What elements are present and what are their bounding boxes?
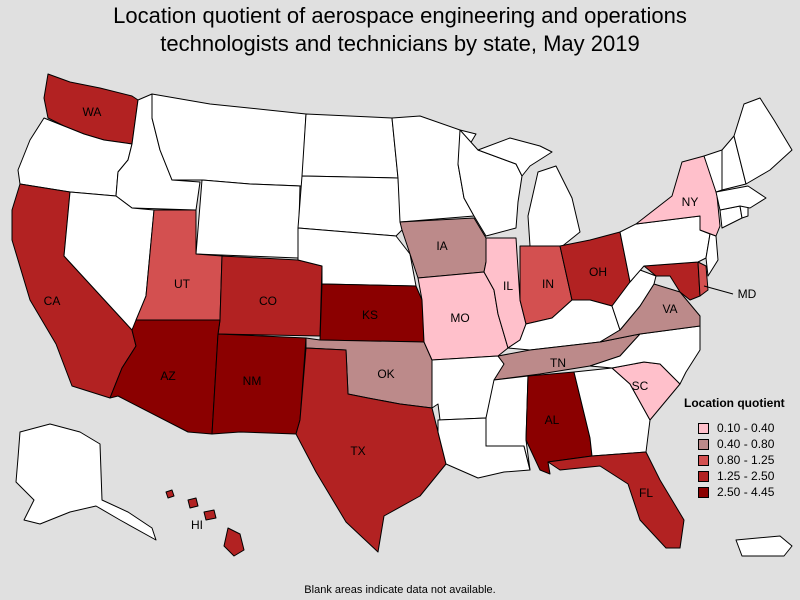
state-hi[interactable] xyxy=(165,489,245,557)
label-ks: KS xyxy=(362,308,378,322)
label-co: CO xyxy=(259,294,277,308)
label-nm: NM xyxy=(243,374,262,388)
state-mi-upper[interactable] xyxy=(477,137,553,177)
md-leader-line xyxy=(703,285,734,295)
state-tx[interactable] xyxy=(295,347,447,553)
state-mi[interactable] xyxy=(527,165,581,249)
label-wa: WA xyxy=(83,105,102,119)
legend-label: 2.50 - 4.45 xyxy=(717,485,775,499)
map-title-line-1: Location quotient of aerospace engineeri… xyxy=(113,3,687,28)
legend-swatch xyxy=(698,422,709,434)
label-mo: MO xyxy=(450,311,469,325)
label-il: IL xyxy=(503,279,513,293)
map-title: Location quotient of aerospace engineeri… xyxy=(0,2,800,58)
state-wy[interactable] xyxy=(195,179,301,259)
legend-label: 1.25 - 2.50 xyxy=(717,469,775,483)
state-ak[interactable] xyxy=(15,423,157,541)
label-ca: CA xyxy=(44,294,61,308)
legend-label: 0.80 - 1.25 xyxy=(717,453,775,467)
legend: Location quotient 0.10 - 0.40 0.40 - 0.80… xyxy=(684,396,796,500)
legend-rows: 0.10 - 0.40 0.40 - 0.80 0.80 - 1.25 1.25 - … xyxy=(684,420,796,500)
legend-swatch xyxy=(698,454,709,466)
label-ut: UT xyxy=(174,277,191,291)
legend-title: Location quotient xyxy=(684,396,785,410)
map-title-line-2: technologists and technicians by state, … xyxy=(160,31,640,56)
legend-item: 0.10 - 0.40 xyxy=(684,420,796,436)
label-al: AL xyxy=(545,413,560,427)
legend-item: 0.40 - 0.80 xyxy=(684,436,796,452)
legend-label: 0.40 - 0.80 xyxy=(717,437,775,451)
footnote: Blank areas indicate data not available. xyxy=(304,584,496,596)
puerto-rico[interactable] xyxy=(735,535,793,557)
label-tx: TX xyxy=(350,444,365,458)
state-nc[interactable] xyxy=(589,325,701,385)
label-ny: NY xyxy=(682,195,699,209)
legend-item: 2.50 - 4.45 xyxy=(684,484,796,500)
label-oh: OH xyxy=(589,265,607,279)
state-sd[interactable] xyxy=(297,175,403,237)
label-md: MD xyxy=(738,287,757,301)
state-labels: WA CA UT CO AZ NM KS OK TX IA MO IL IN O… xyxy=(44,105,757,532)
state-az[interactable] xyxy=(109,319,221,435)
legend-swatch xyxy=(698,470,709,482)
label-sc: SC xyxy=(632,379,649,393)
label-fl: FL xyxy=(639,486,653,500)
state-mt[interactable] xyxy=(151,93,307,187)
state-nd[interactable] xyxy=(301,113,399,179)
state-fl[interactable] xyxy=(547,451,685,549)
state-ma[interactable] xyxy=(715,185,767,211)
label-va: VA xyxy=(662,302,677,316)
label-az: AZ xyxy=(160,369,175,383)
legend-label: 0.10 - 0.40 xyxy=(717,421,775,435)
state-me[interactable] xyxy=(733,97,793,185)
label-in: IN xyxy=(542,277,554,291)
legend-item: 1.25 - 2.50 xyxy=(684,468,796,484)
legend-swatch xyxy=(698,486,709,498)
label-hi: HI xyxy=(191,518,203,532)
label-ok: OK xyxy=(377,367,394,381)
label-tn: TN xyxy=(550,356,566,370)
label-ia: IA xyxy=(436,239,447,253)
legend-swatch xyxy=(698,438,709,450)
legend-item: 0.80 - 1.25 xyxy=(684,452,796,468)
state-de[interactable] xyxy=(697,261,709,297)
